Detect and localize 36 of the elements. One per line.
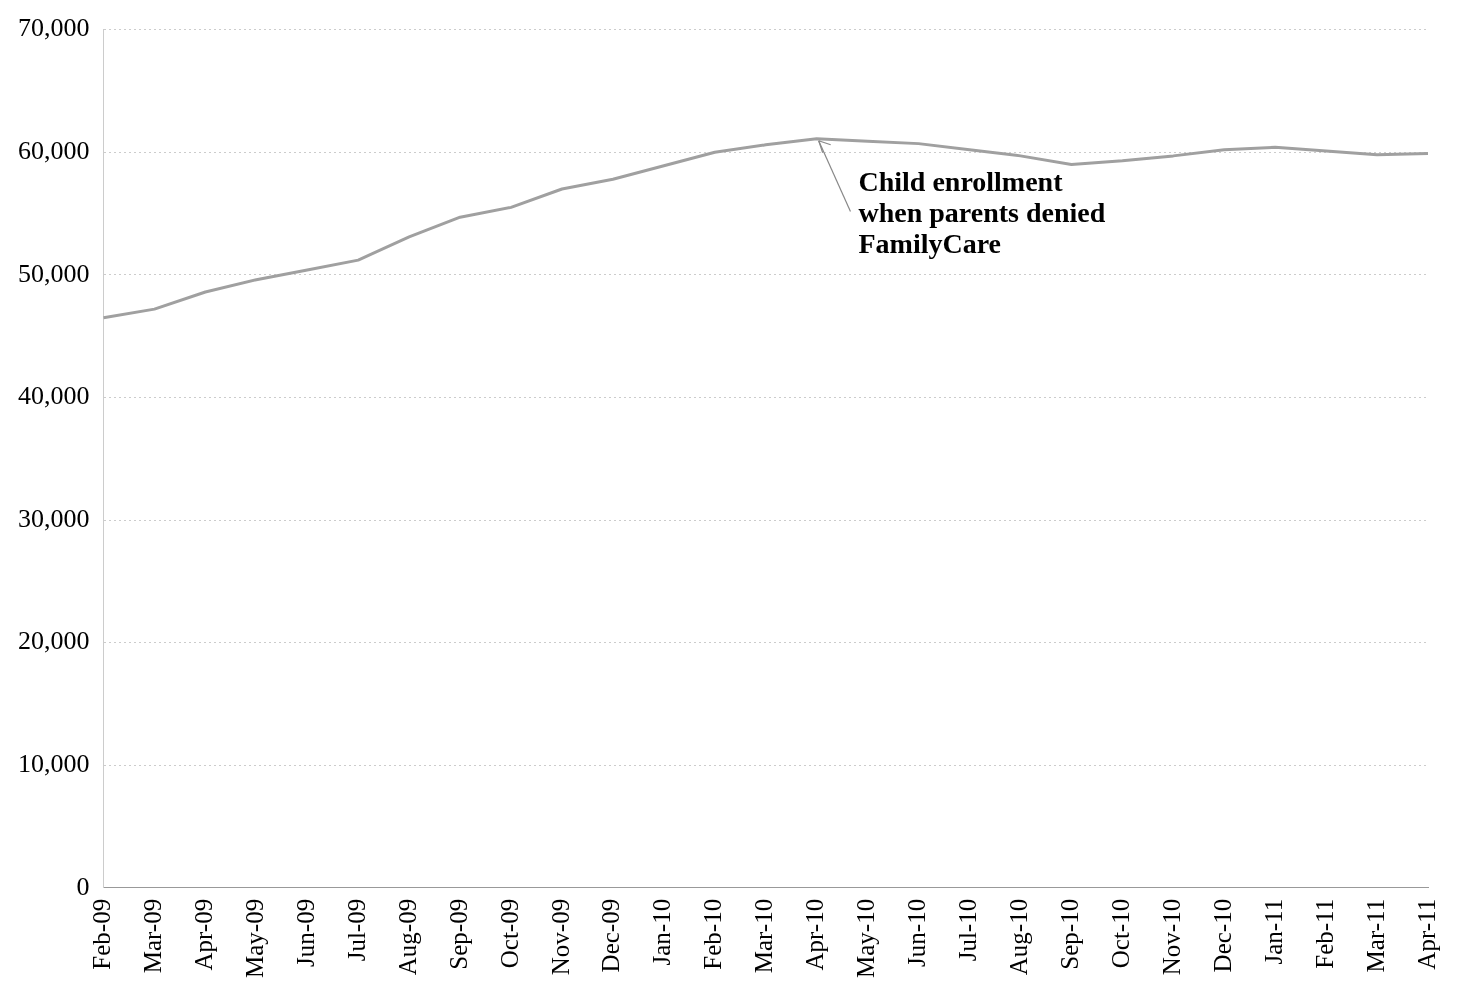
y-tick-label: 10,000 [18,749,90,779]
x-tick-label: Mar-10 [750,898,778,974]
x-tick-label: May-09 [240,898,268,979]
x-tick-label: Jan-10 [648,898,676,966]
y-tick-label: 0 [76,871,90,901]
x-tick-label: Aug-10 [1005,898,1033,976]
x-tick-label: Nov-09 [546,898,574,976]
x-tick-label: Mar-11 [1361,898,1389,973]
y-tick-label: 50,000 [18,258,90,288]
x-tick-label: Jun-10 [903,898,931,967]
y-tick-label: 60,000 [18,136,90,166]
x-tick-label: Sep-10 [1055,898,1083,970]
x-tick-label: Feb-10 [699,898,727,970]
x-tick-label: Apr-11 [1412,898,1440,970]
x-tick-label: Apr-10 [801,898,829,971]
x-tick-label: May-10 [852,898,880,979]
x-tick-label: Dec-10 [1208,898,1236,973]
x-tick-label: Sep-09 [444,898,472,970]
y-tick-label: 70,000 [18,13,90,43]
x-tick-label: Apr-09 [189,898,217,971]
x-tick-label: Oct-09 [495,898,523,969]
x-tick-label: Jul-09 [342,898,370,962]
x-tick-label: Mar-09 [139,898,166,974]
x-tick-label: Feb-09 [88,898,116,970]
y-tick-label: 30,000 [18,503,90,533]
x-tick-label: Dec-09 [597,898,625,973]
x-tick-label: Oct-10 [1106,898,1134,969]
x-tick-label: Feb-11 [1310,898,1338,969]
x-tick-label: Jun-09 [291,898,319,967]
y-tick-label: 20,000 [18,626,90,656]
x-tick-label: Nov-10 [1157,898,1185,976]
x-tick-label: Jul-10 [954,898,982,962]
x-tick-label: Aug-09 [393,898,421,976]
y-tick-label: 40,000 [18,381,90,411]
x-tick-label: Jan-11 [1259,898,1287,965]
annotation: Child enrollment when parents denied FamilyCare [858,165,1106,259]
